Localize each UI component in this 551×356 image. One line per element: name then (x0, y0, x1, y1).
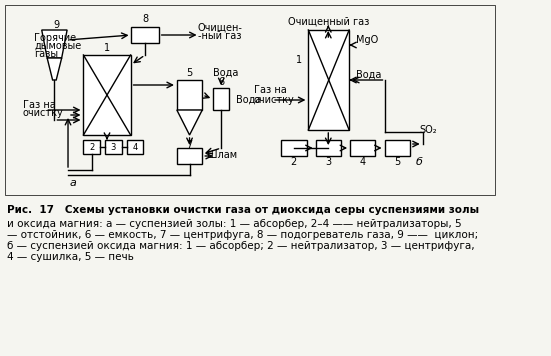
Bar (105, 140, 122, 154)
Text: 2: 2 (291, 157, 297, 167)
Text: — отстойник, 6 — емкость, 7 — центрифуга, 8 — подогреватель газа, 9 ——  циклон;: — отстойник, 6 — емкость, 7 — центрифуга… (7, 230, 478, 240)
Text: 4: 4 (360, 157, 366, 167)
Text: Газ на: Газ на (23, 100, 56, 110)
Bar (4, 5, 495, 195)
Text: SO₂: SO₂ (419, 125, 436, 135)
Bar (281, 140, 306, 156)
Bar (177, 148, 202, 164)
Text: 9: 9 (53, 20, 60, 30)
Text: 5: 5 (186, 68, 193, 78)
Text: 1: 1 (296, 55, 302, 65)
Text: 8: 8 (142, 14, 148, 24)
Text: 4: 4 (132, 142, 138, 152)
Bar (132, 27, 159, 43)
Polygon shape (177, 110, 202, 135)
Text: 4 — сушилка, 5 — печь: 4 — сушилка, 5 — печь (7, 252, 134, 262)
Text: 3: 3 (111, 142, 116, 152)
Text: б — суспензией оксида магния: 1 — абсорбер; 2 — нейтрализатор, 3 — центрифуга,: б — суспензией оксида магния: 1 — абсорб… (7, 241, 475, 251)
Bar (213, 88, 229, 110)
Text: Шлам: Шлам (207, 150, 237, 160)
Text: 2: 2 (89, 142, 94, 152)
Text: и оксида магния: а — суспензией золы: 1 — абсорбер, 2–4 —— нейтрализаторы, 5: и оксида магния: а — суспензией золы: 1 … (7, 219, 462, 229)
Bar (350, 140, 375, 156)
Text: 5: 5 (394, 157, 401, 167)
Text: газы: газы (35, 49, 58, 59)
Text: MgO: MgO (356, 35, 379, 45)
Text: 6: 6 (218, 77, 224, 87)
Text: Вода: Вода (236, 95, 261, 105)
Text: Рис.  17   Схемы установки очистки газа от диоксида серы суспензиями золы: Рис. 17 Схемы установки очистки газа от … (7, 205, 479, 215)
Text: 7: 7 (186, 140, 193, 150)
Bar (316, 140, 341, 156)
Text: дымовые: дымовые (35, 41, 82, 51)
Bar (83, 140, 100, 154)
Text: 1: 1 (104, 43, 110, 53)
Polygon shape (42, 30, 67, 58)
Text: Очищенный газ: Очищенный газ (288, 17, 369, 27)
Text: Очищен-: Очищен- (198, 23, 242, 33)
Text: 3: 3 (325, 157, 331, 167)
Text: очистку: очистку (254, 95, 295, 105)
Bar (127, 140, 143, 154)
Polygon shape (47, 58, 62, 80)
Bar (177, 80, 202, 110)
Text: Вода: Вода (213, 68, 239, 78)
Text: Горячие: Горячие (35, 33, 77, 43)
Text: Вода: Вода (356, 70, 382, 80)
Bar (385, 140, 410, 156)
Text: а: а (69, 178, 76, 188)
Bar (309, 30, 349, 130)
Text: очистку: очистку (23, 108, 63, 118)
Text: -ный газ: -ный газ (198, 31, 241, 41)
Text: б: б (415, 157, 423, 167)
Text: Газ на: Газ на (254, 85, 287, 95)
Bar (83, 55, 131, 135)
